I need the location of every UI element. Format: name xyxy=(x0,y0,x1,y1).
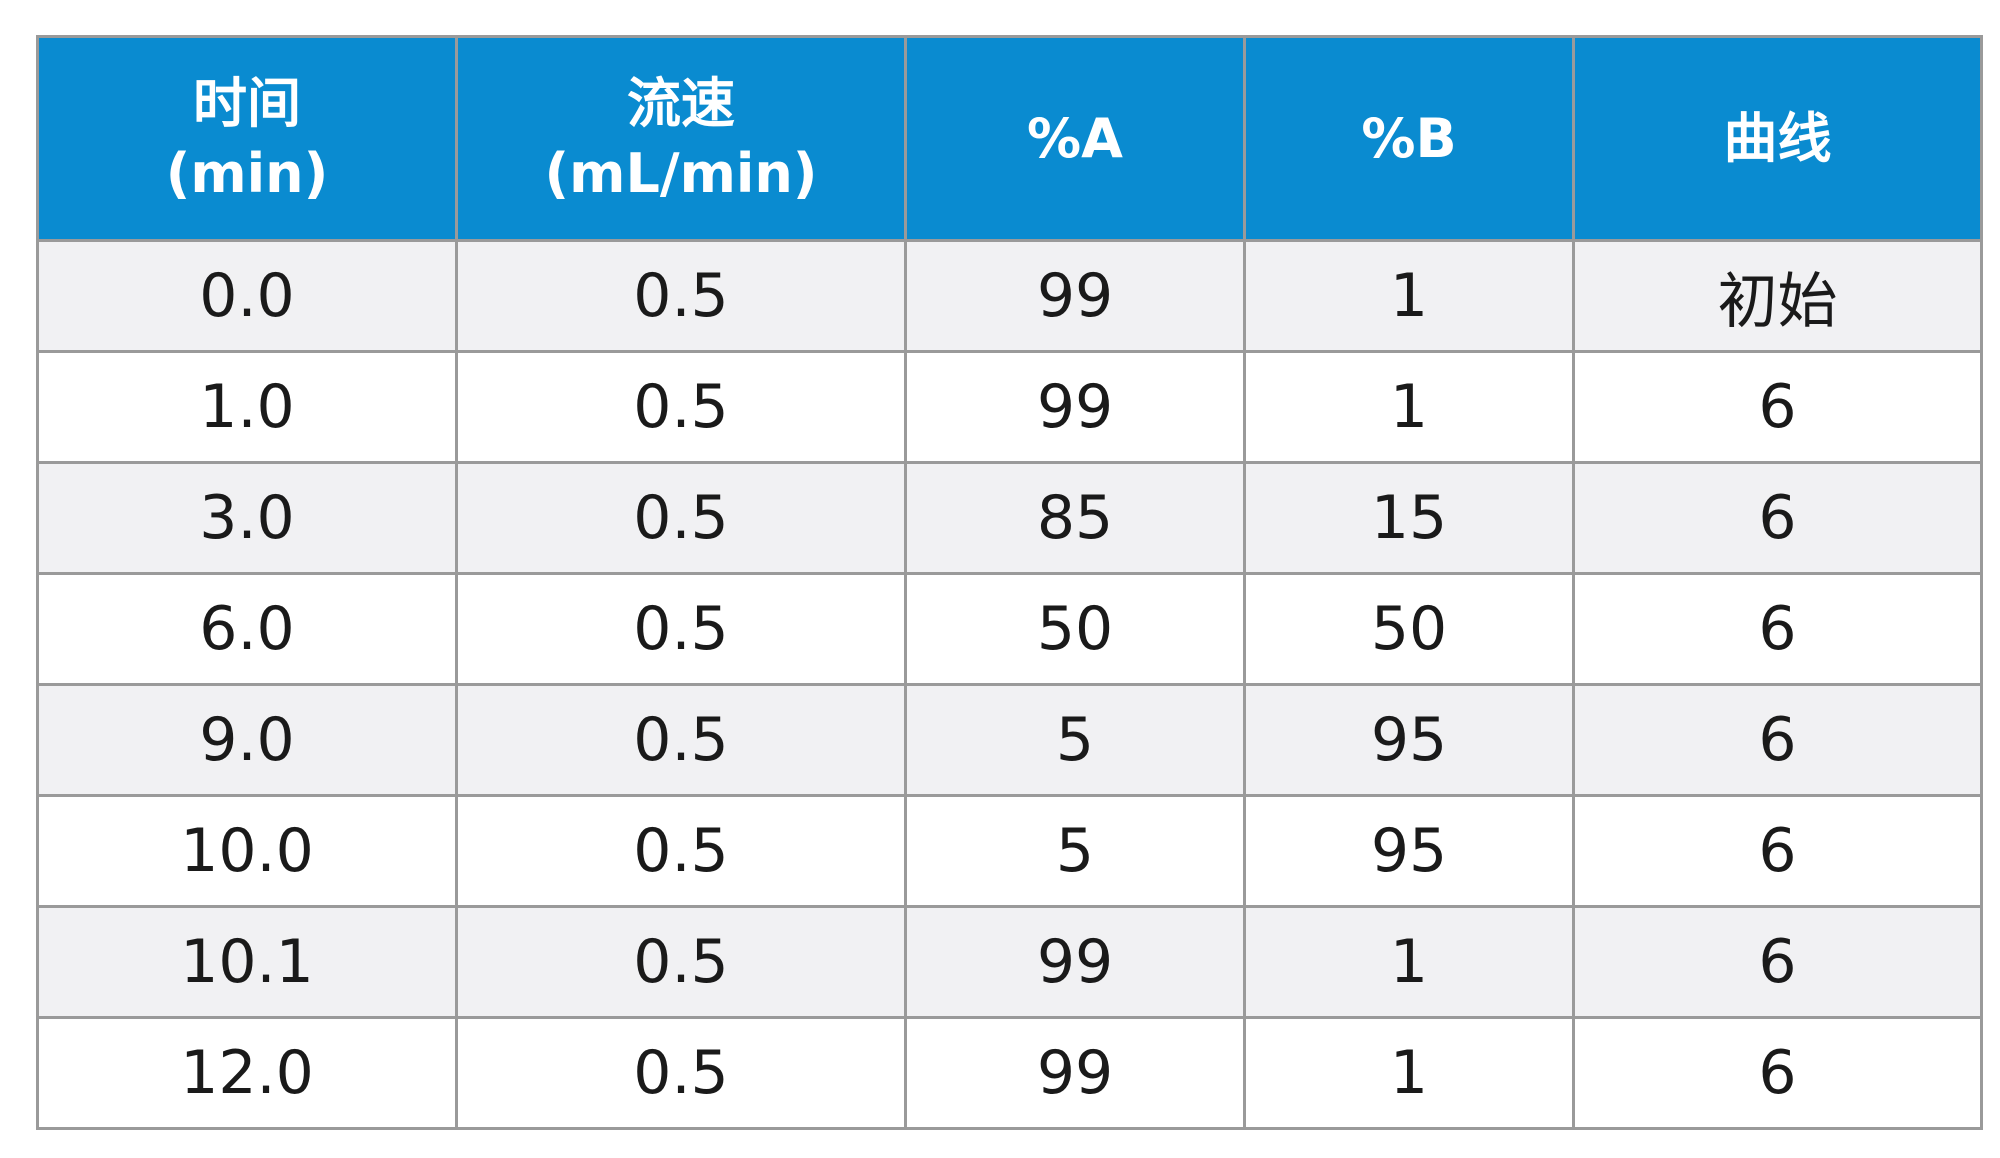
cell-time: 0.0 xyxy=(36,239,458,353)
cell-percent-b: 15 xyxy=(1243,461,1575,575)
cell-percent-b: 1 xyxy=(1243,905,1575,1019)
header-flow: 流速 (mL/min) xyxy=(455,35,907,242)
cell-curve: 6 xyxy=(1572,1016,1983,1130)
cell-percent-b: 95 xyxy=(1243,683,1575,797)
header-percent-a: %A xyxy=(904,35,1246,242)
cell-percent-b: 50 xyxy=(1243,572,1575,686)
cell-flow: 0.5 xyxy=(455,905,907,1019)
cell-curve: 6 xyxy=(1572,794,1983,908)
cell-percent-b: 1 xyxy=(1243,350,1575,464)
cell-percent-b: 1 xyxy=(1243,1016,1575,1130)
cell-flow: 0.5 xyxy=(455,683,907,797)
header-row: 时间 (min) 流速 (mL/min) %A %B 曲线 xyxy=(36,35,1983,242)
cell-flow: 0.5 xyxy=(455,1016,907,1130)
cell-flow: 0.5 xyxy=(455,350,907,464)
table-row: 6.0 0.5 50 50 6 xyxy=(36,572,1983,686)
gradient-table: 时间 (min) 流速 (mL/min) %A %B 曲线 0.0 0.5 99… xyxy=(36,35,1983,1130)
header-curve: 曲线 xyxy=(1572,35,1983,242)
cell-flow: 0.5 xyxy=(455,794,907,908)
cell-time: 10.1 xyxy=(36,905,458,1019)
cell-curve: 6 xyxy=(1572,905,1983,1019)
table-row: 12.0 0.5 99 1 6 xyxy=(36,1016,1983,1130)
cell-time: 10.0 xyxy=(36,794,458,908)
cell-curve: 6 xyxy=(1572,683,1983,797)
cell-flow: 0.5 xyxy=(455,461,907,575)
cell-curve: 6 xyxy=(1572,572,1983,686)
header-flow-label: 流速 xyxy=(627,71,735,135)
cell-percent-a: 99 xyxy=(904,350,1246,464)
cell-time: 3.0 xyxy=(36,461,458,575)
cell-flow: 0.5 xyxy=(455,572,907,686)
cell-flow: 0.5 xyxy=(455,239,907,353)
cell-percent-b: 95 xyxy=(1243,794,1575,908)
cell-curve: 初始 xyxy=(1572,239,1983,353)
cell-curve: 6 xyxy=(1572,461,1983,575)
cell-time: 12.0 xyxy=(36,1016,458,1130)
table-row: 3.0 0.5 85 15 6 xyxy=(36,461,1983,575)
cell-time: 1.0 xyxy=(36,350,458,464)
header-flow-unit: (mL/min) xyxy=(544,141,818,205)
cell-percent-a: 85 xyxy=(904,461,1246,575)
cell-percent-a: 99 xyxy=(904,1016,1246,1130)
table-row: 1.0 0.5 99 1 6 xyxy=(36,350,1983,464)
header-time: 时间 (min) xyxy=(36,35,458,242)
cell-percent-a: 99 xyxy=(904,905,1246,1019)
table-row: 10.1 0.5 99 1 6 xyxy=(36,905,1983,1019)
header-time-unit: (min) xyxy=(165,141,329,205)
cell-percent-a: 5 xyxy=(904,683,1246,797)
table-row: 9.0 0.5 5 95 6 xyxy=(36,683,1983,797)
header-time-label: 时间 xyxy=(193,71,301,135)
cell-percent-b: 1 xyxy=(1243,239,1575,353)
header-percent-b: %B xyxy=(1243,35,1575,242)
cell-percent-a: 50 xyxy=(904,572,1246,686)
table-row: 10.0 0.5 5 95 6 xyxy=(36,794,1983,908)
table-row: 0.0 0.5 99 1 初始 xyxy=(36,239,1983,353)
cell-time: 6.0 xyxy=(36,572,458,686)
cell-percent-a: 5 xyxy=(904,794,1246,908)
cell-curve: 6 xyxy=(1572,350,1983,464)
cell-percent-a: 99 xyxy=(904,239,1246,353)
cell-time: 9.0 xyxy=(36,683,458,797)
